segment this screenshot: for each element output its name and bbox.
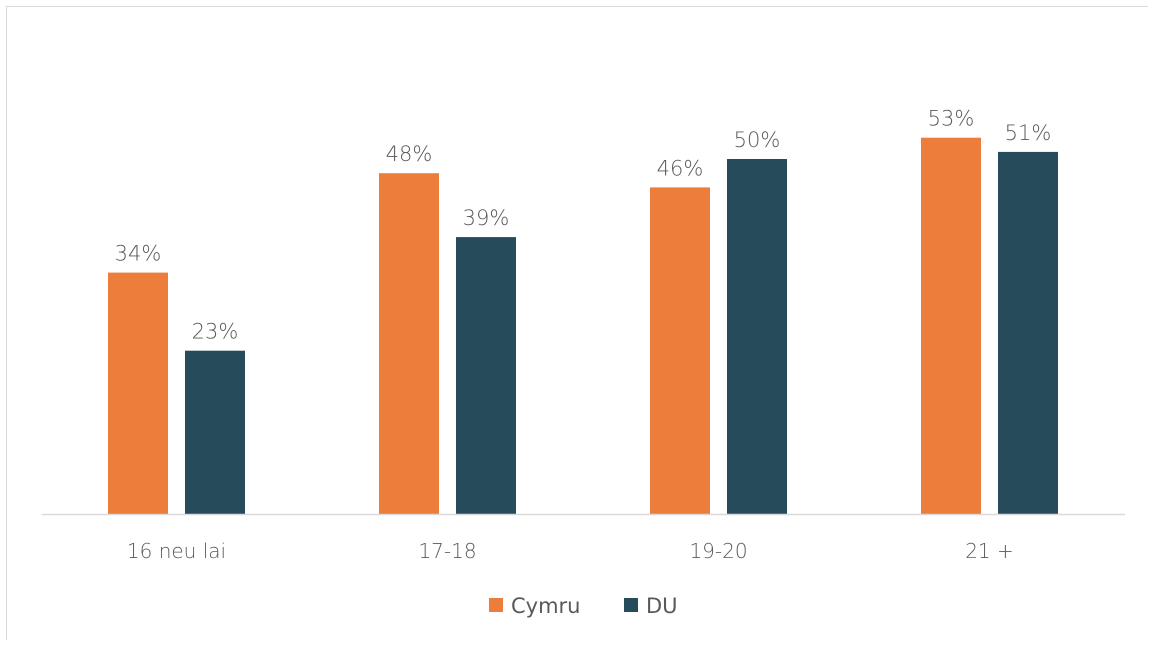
legend: Cymru DU [489,594,678,618]
bar-cymru-3 [650,187,710,514]
data-label-cymru-3: 46% [657,156,704,180]
x-tick-label: 16 neu lai [127,539,226,563]
data-label-cymru-4: 53% [928,107,975,131]
bar-du-4 [998,151,1058,514]
bar-cymru-2 [379,173,439,514]
legend-swatch-du [624,598,638,612]
data-label-cymru-1: 34% [115,242,162,266]
bar-cymru-1 [108,272,168,514]
data-label-du-4: 51% [1005,121,1052,145]
data-label-du-2: 39% [463,206,510,230]
chart-frame [6,6,1148,640]
x-tick-label: 21 + [965,539,1014,563]
data-label-du-1: 23% [192,320,239,344]
data-label-cymru-2: 48% [386,142,433,166]
legend-label-cymru: Cymru [511,594,581,618]
data-labels-group: 34% 23% 48% 39% 46% 50% 53% 51% [115,107,1052,344]
bar-cymru-4 [921,137,981,514]
data-label-du-3: 50% [734,128,781,152]
bar-du-3 [727,159,787,514]
bar-du-2 [456,237,516,514]
x-tick-labels: 16 neu lai 17-18 19-20 21 + [127,539,1014,563]
legend-label-du: DU [646,594,678,618]
x-tick-label: 17-18 [418,539,476,563]
bars-group [108,137,1058,514]
legend-swatch-cymru [489,598,503,612]
x-tick-label: 19-20 [689,539,747,563]
bar-du-1 [185,350,245,514]
